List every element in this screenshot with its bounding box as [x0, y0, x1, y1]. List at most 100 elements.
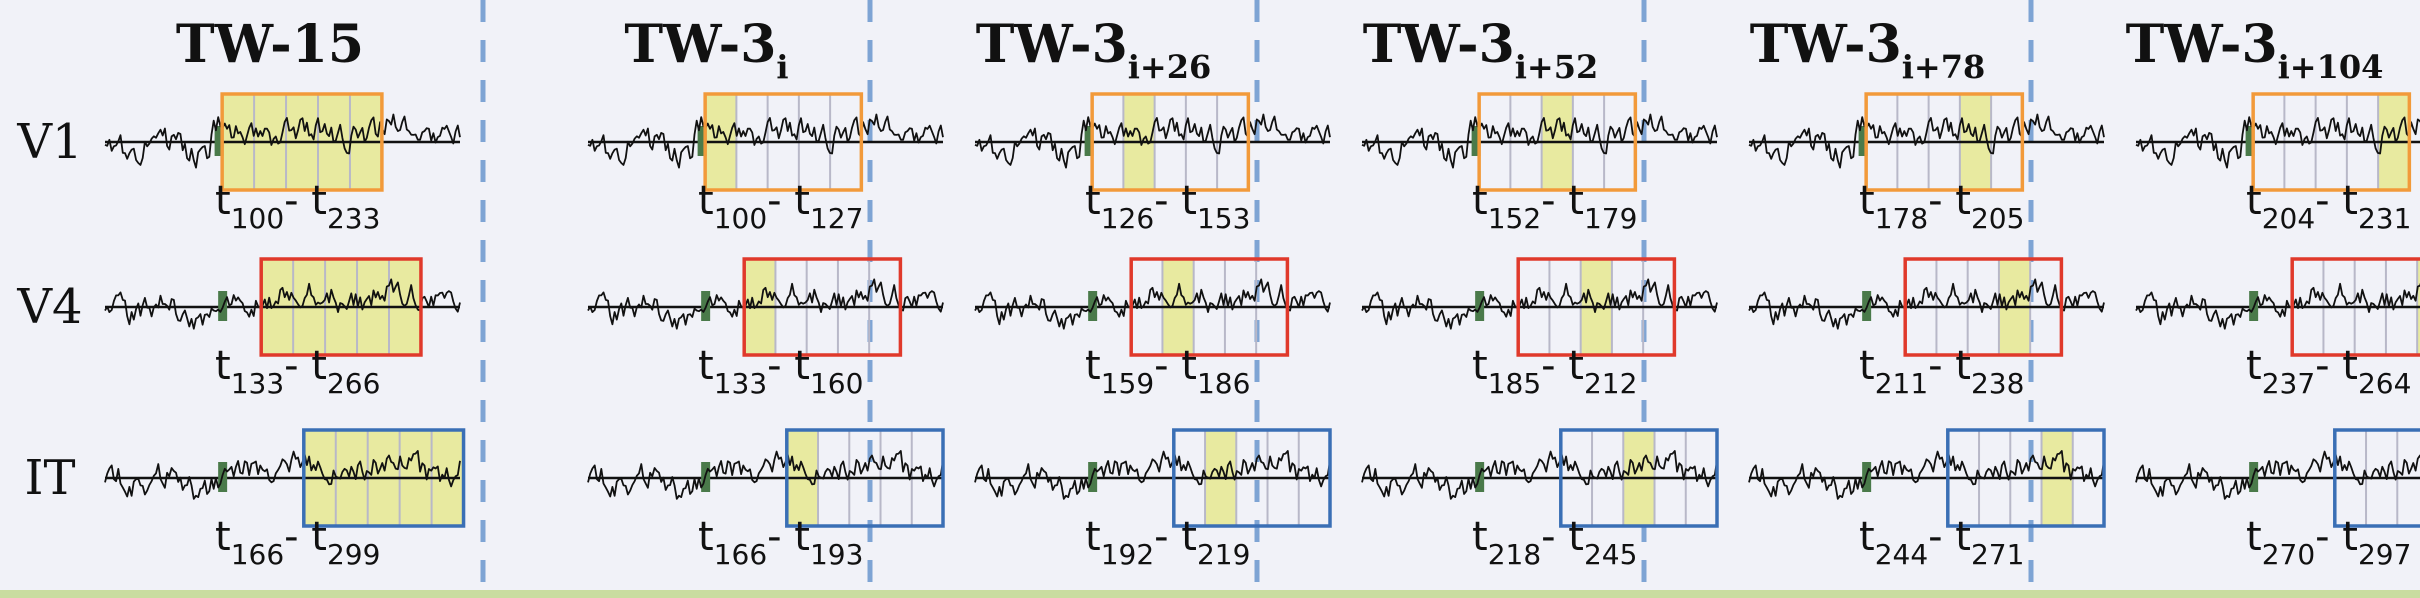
window-box: [703, 92, 864, 192]
time-range-label: t166- t193: [698, 514, 863, 571]
signal-trace: [587, 113, 944, 169]
time-range-label: t126- t153: [1085, 178, 1250, 235]
window-box: [1516, 257, 1677, 357]
time-range-label: t218- t245: [1472, 514, 1637, 571]
time-prefix: t: [2342, 343, 2358, 389]
time-prefix: t: [698, 343, 714, 389]
signal-cell: t211- t238: [1748, 257, 2105, 400]
time-end: 153: [1197, 202, 1250, 235]
window-box: [785, 428, 945, 528]
window-box: [259, 257, 423, 357]
signal-trace: [1748, 113, 2105, 169]
time-separator: -: [284, 178, 311, 224]
time-range-label: t100- t127: [698, 178, 863, 235]
time-start: 152: [1488, 202, 1541, 235]
time-prefix: t: [794, 343, 810, 389]
time-separator: -: [1154, 514, 1181, 560]
column-header: TW-3i+26: [976, 14, 1212, 86]
signal-cell: t218- t245: [1361, 428, 1719, 571]
window-box: [2333, 428, 2420, 528]
time-prefix: t: [311, 178, 327, 224]
onset-marker: [1858, 126, 1868, 156]
time-prefix: t: [1859, 514, 1875, 560]
time-prefix: t: [1181, 178, 1197, 224]
time-prefix: t: [1955, 514, 1971, 560]
signal-trace: [1748, 450, 2105, 500]
window-box: [1946, 428, 2106, 528]
time-prefix: t: [1859, 178, 1875, 224]
time-prefix: t: [698, 178, 714, 224]
time-start: 204: [2262, 202, 2315, 235]
signal-cells: t100- t233 t100- t127 t126- t153 t152- t179…: [104, 92, 2420, 571]
time-range-label: t159- t186: [1085, 343, 1250, 400]
time-end: 205: [1971, 202, 2024, 235]
time-range-label: t100- t233: [215, 178, 380, 235]
window-box: [1864, 92, 2025, 192]
time-start: 133: [714, 367, 767, 400]
time-end: 238: [1971, 367, 2024, 400]
signal-trace: [104, 450, 461, 500]
time-separator: -: [1928, 514, 1955, 560]
signal-trace: [974, 450, 1331, 500]
row-label: IT: [25, 450, 76, 506]
time-prefix: t: [1085, 514, 1101, 560]
time-end: 297: [2358, 538, 2411, 571]
onset-marker: [1471, 126, 1481, 156]
time-prefix: t: [1955, 343, 1971, 389]
time-prefix: t: [1181, 514, 1197, 560]
window-box: [220, 92, 384, 192]
signal-trace: [2135, 116, 2420, 169]
column-header: TW-3i+52: [1363, 14, 1599, 86]
signal-cell: t166- t299: [104, 428, 466, 571]
column-header-subscript: i+78: [1902, 48, 1986, 86]
signal-trace: [1361, 278, 1718, 330]
signal-trace: [974, 278, 1331, 330]
time-prefix: t: [1472, 343, 1488, 389]
time-prefix: t: [2342, 178, 2358, 224]
time-separator: -: [767, 178, 794, 224]
time-prefix: t: [1568, 343, 1584, 389]
time-prefix: t: [1568, 514, 1584, 560]
time-range-label: t244- t271: [1859, 514, 2024, 571]
window-box: [302, 428, 466, 528]
time-end: 231: [2358, 202, 2411, 235]
time-end: 245: [1584, 538, 1637, 571]
column-header: TW-3i+104: [2126, 14, 2384, 86]
time-start: 237: [2262, 367, 2315, 400]
time-start: 100: [231, 202, 284, 235]
time-separator: -: [1541, 343, 1568, 389]
column-header-base: TW-3: [624, 14, 776, 75]
signal-cell: t204- t231: [2135, 92, 2420, 235]
time-start: 100: [714, 202, 767, 235]
time-separator: -: [767, 514, 794, 560]
signal-cell: t133- t160: [587, 257, 944, 400]
signal-trace: [2135, 450, 2420, 500]
time-start: 270: [2262, 538, 2315, 571]
window-box: [1477, 92, 1638, 192]
time-end: 179: [1584, 202, 1637, 235]
signal-cell: t159- t186: [974, 257, 1331, 400]
window-box: [1129, 257, 1290, 357]
window-box: [1090, 92, 1251, 192]
time-end: 127: [810, 202, 863, 235]
time-start: 133: [231, 367, 284, 400]
time-range-label: t133- t160: [698, 343, 863, 400]
signal-trace: [104, 113, 461, 169]
time-separator: -: [284, 343, 311, 389]
time-range-label: t185- t212: [1472, 343, 1637, 400]
time-separator: -: [2315, 343, 2342, 389]
signal-cell: t126- t153: [974, 92, 1331, 235]
time-prefix: t: [2246, 343, 2262, 389]
time-prefix: t: [1085, 178, 1101, 224]
row-labels: V1 V4 IT: [16, 114, 82, 506]
time-prefix: t: [794, 514, 810, 560]
time-prefix: t: [2246, 514, 2262, 560]
time-prefix: t: [698, 514, 714, 560]
time-separator: -: [2315, 514, 2342, 560]
signal-trace: [1748, 278, 2105, 330]
time-prefix: t: [794, 178, 810, 224]
time-range-label: t211- t238: [1859, 343, 2024, 400]
time-end: 266: [327, 367, 380, 400]
time-prefix: t: [215, 178, 231, 224]
time-separator: -: [2315, 178, 2342, 224]
